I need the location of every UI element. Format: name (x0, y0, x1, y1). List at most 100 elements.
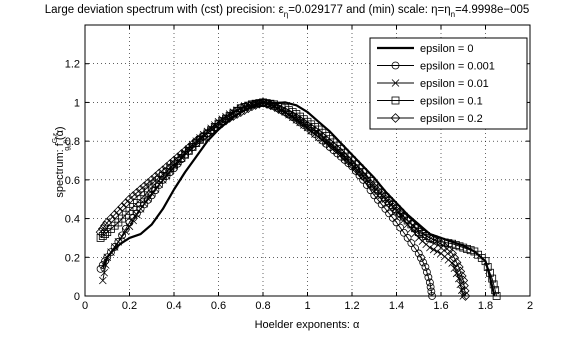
legend-label: epsilon = 0 (420, 43, 474, 55)
data-point (135, 184, 146, 195)
data-point (114, 238, 123, 246)
data-point (396, 223, 405, 232)
data-point (102, 217, 113, 228)
y-axis-label-main: spectrum: f (54, 142, 66, 197)
data-point (139, 181, 150, 192)
data-point (228, 111, 239, 121)
data-point (176, 149, 187, 159)
chart-title-sub1: η (284, 10, 288, 19)
legend: epsilon = 0 epsilon = 0.001 epsilon = 0.01… (369, 37, 528, 130)
data-point (133, 210, 141, 219)
data-point (96, 264, 105, 273)
data-point (447, 248, 457, 259)
data-point (132, 187, 142, 198)
data-point (213, 120, 224, 131)
data-point (261, 98, 272, 109)
data-point (411, 244, 419, 253)
x-tick-label: 0.8 (255, 300, 270, 312)
data-point (488, 274, 497, 283)
chart-title-end: =4.9998e−005 (455, 4, 529, 16)
y-tick-label: 0.4 (65, 214, 80, 226)
data-point (458, 275, 469, 286)
legend-item: epsilon = 0.1 (377, 96, 483, 108)
data-point (122, 227, 130, 236)
data-point (128, 191, 139, 201)
data-point (486, 268, 494, 277)
data-point (455, 274, 463, 283)
data-point (169, 155, 179, 166)
data-point (110, 243, 119, 251)
data-point (489, 280, 498, 289)
data-point (426, 243, 434, 252)
data-point (423, 268, 431, 277)
y-tick-label: 0.2 (65, 252, 80, 264)
legend-item: epsilon = 0 (377, 43, 474, 55)
data-point (103, 253, 112, 262)
data-point (117, 202, 127, 212)
legend-label: epsilon = 0.1 (420, 96, 483, 108)
data-point (106, 213, 116, 224)
data-point (217, 118, 228, 128)
data-point (101, 261, 110, 269)
data-point (232, 109, 242, 119)
y-axis-label-subsub2: η (63, 140, 69, 143)
data-point (239, 105, 250, 116)
x-tick-label: 1.4 (389, 300, 404, 312)
x-tick-label: 0.4 (166, 300, 181, 312)
ticks: 0 0.2 0.4 0.6 0.8 1 1.2 1.4 1.6 1.8 2 0 0.2 0.4 0.6 0.8… (65, 25, 533, 312)
data-point (224, 113, 235, 123)
data-point (427, 287, 436, 296)
data-point (129, 216, 137, 225)
data-point (146, 174, 157, 185)
data-point (453, 262, 464, 272)
legend-label: epsilon = 0.001 (420, 61, 495, 73)
legend-label: epsilon = 0.2 (420, 113, 483, 125)
data-point (140, 199, 149, 208)
chart-title-main: Large deviation spectrum with (cst) prec… (45, 4, 284, 16)
data-point (107, 248, 115, 256)
data-point (120, 198, 131, 208)
data-point (433, 247, 442, 256)
y-axis-label: spectrum: fG,ε gnη(α) (52, 126, 73, 197)
data-point (429, 245, 438, 254)
data-point (113, 205, 124, 216)
legend-marker (391, 79, 400, 87)
x-tick-label: 0.2 (122, 300, 137, 312)
data-point (183, 142, 194, 153)
data-point (221, 115, 231, 126)
series-layer (95, 97, 501, 301)
data-point (425, 278, 434, 287)
data-point (209, 123, 220, 134)
data-point (202, 128, 213, 139)
data-point (172, 152, 183, 163)
data-point (258, 97, 268, 108)
data-point (118, 232, 126, 241)
data-point (481, 257, 490, 266)
data-point (143, 178, 153, 188)
data-point (95, 227, 106, 237)
data-point (456, 280, 465, 289)
x-tick-label: 0 (82, 300, 88, 312)
data-point (414, 249, 423, 258)
y-axis-label-end: (α) (54, 126, 66, 140)
data-point (109, 209, 120, 220)
y-tick-label: 1 (74, 97, 80, 109)
data-point (158, 165, 168, 176)
data-point (419, 258, 428, 267)
x-tick-label: 1.2 (344, 300, 359, 312)
data-point (100, 220, 110, 231)
data-point (235, 107, 246, 117)
data-point (124, 194, 135, 205)
data-point (198, 131, 209, 141)
data-point (114, 237, 123, 246)
data-point (407, 239, 416, 247)
data-point (110, 243, 119, 251)
data-point (250, 100, 261, 110)
data-point (187, 139, 198, 150)
data-point (459, 285, 470, 296)
data-point (150, 171, 161, 182)
data-point (247, 101, 257, 112)
y-tick-label: 0.8 (65, 136, 80, 148)
data-point (125, 222, 134, 231)
data-point (107, 248, 115, 257)
